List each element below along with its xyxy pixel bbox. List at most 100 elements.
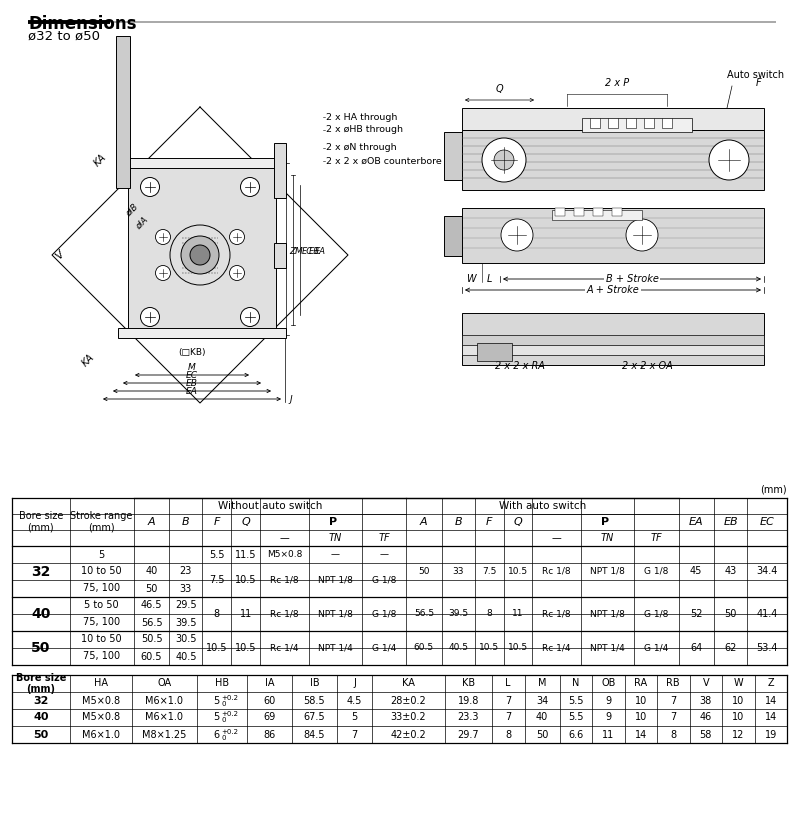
Text: 40: 40 (536, 713, 548, 723)
Text: Bore size
(mm): Bore size (mm) (15, 672, 66, 695)
Text: 60: 60 (264, 695, 276, 705)
Text: Auto switch: Auto switch (727, 70, 784, 80)
Text: KA: KA (80, 352, 96, 368)
Text: RB: RB (666, 678, 680, 689)
Text: 10: 10 (634, 695, 647, 705)
Text: 40.5: 40.5 (448, 644, 468, 653)
Text: 2 x P: 2 x P (605, 78, 629, 88)
Text: F: F (486, 517, 492, 527)
Text: NPT 1/8: NPT 1/8 (318, 576, 352, 584)
Text: 10.5: 10.5 (235, 643, 256, 653)
Text: Q: Q (495, 84, 503, 94)
Text: L: L (506, 678, 511, 689)
Text: 19: 19 (765, 729, 777, 739)
Text: 2 x øN through: 2 x øN through (326, 144, 396, 153)
Text: 6.6: 6.6 (568, 729, 583, 739)
Text: 14: 14 (765, 695, 777, 705)
Text: Dimensions: Dimensions (28, 15, 137, 33)
Text: 10: 10 (634, 713, 647, 723)
Text: B: B (455, 517, 462, 527)
Bar (444, 132, 462, 180)
Text: IB: IB (310, 678, 320, 689)
Text: —: — (552, 533, 562, 543)
Text: 50: 50 (536, 729, 548, 739)
Text: 19.8: 19.8 (458, 695, 479, 705)
Text: 41.4: 41.4 (757, 609, 777, 619)
Text: M8×1.25: M8×1.25 (142, 729, 187, 739)
Text: N: N (572, 678, 579, 689)
Text: 8: 8 (487, 610, 492, 619)
Text: Rc 1/8: Rc 1/8 (270, 610, 299, 619)
Text: 5.5: 5.5 (209, 549, 225, 559)
Circle shape (626, 219, 658, 251)
Text: 29.7: 29.7 (458, 729, 479, 739)
Bar (462, 130, 764, 190)
Text: TN: TN (601, 533, 614, 543)
Text: —: — (380, 550, 388, 559)
Bar (462, 108, 764, 130)
Text: G 1/4: G 1/4 (644, 644, 669, 653)
Text: G 1/8: G 1/8 (644, 610, 669, 619)
Text: 33: 33 (180, 583, 192, 593)
Text: EB: EB (309, 248, 320, 257)
Text: 8: 8 (214, 609, 220, 619)
Text: Q: Q (514, 517, 523, 527)
Text: J: J (353, 678, 356, 689)
Bar (462, 208, 764, 263)
Bar (274, 143, 286, 198)
Text: M: M (188, 363, 196, 372)
Text: 40.5: 40.5 (175, 652, 197, 662)
Bar (612, 208, 622, 216)
Text: 11: 11 (240, 609, 252, 619)
Text: 58.5: 58.5 (304, 695, 325, 705)
Bar (582, 118, 692, 132)
Text: 69: 69 (264, 713, 276, 723)
Text: 23: 23 (180, 567, 192, 577)
Bar (274, 243, 286, 268)
Bar (574, 208, 584, 216)
Bar (590, 118, 600, 128)
Text: Rc 1/4: Rc 1/4 (543, 644, 571, 653)
Text: 75, 100: 75, 100 (83, 652, 120, 662)
Text: V: V (54, 249, 66, 262)
Text: +0.2: +0.2 (221, 711, 238, 718)
Text: KB: KB (462, 678, 475, 689)
Text: Rc 1/8: Rc 1/8 (270, 576, 299, 584)
Bar (555, 208, 565, 216)
Text: 9: 9 (605, 713, 611, 723)
Text: 10.5: 10.5 (508, 567, 528, 576)
Text: 56.5: 56.5 (141, 617, 162, 628)
Text: 56.5: 56.5 (414, 610, 434, 619)
Text: 7.5: 7.5 (209, 575, 225, 585)
Text: 2 x 2 x OA: 2 x 2 x OA (622, 361, 673, 371)
Text: EB: EB (186, 379, 198, 388)
Bar (462, 335, 764, 345)
Text: With auto switch: With auto switch (499, 501, 586, 511)
Bar (462, 343, 764, 355)
Text: 7: 7 (352, 729, 358, 739)
Text: OA: OA (157, 678, 172, 689)
Text: 5: 5 (352, 713, 358, 723)
Text: 7: 7 (670, 713, 677, 723)
Text: TF: TF (378, 533, 390, 543)
Bar (444, 216, 462, 256)
Text: 29.5: 29.5 (175, 601, 197, 610)
Text: 7: 7 (505, 713, 511, 723)
Text: 5.5: 5.5 (568, 713, 583, 723)
Text: 7.5: 7.5 (482, 567, 496, 576)
Circle shape (141, 177, 160, 196)
Text: øIB: øIB (124, 202, 140, 218)
Text: Q: Q (241, 517, 250, 527)
Text: TF: TF (650, 533, 662, 543)
Text: EC: EC (302, 248, 313, 257)
Text: 10.5: 10.5 (235, 575, 256, 585)
Text: 86: 86 (264, 729, 276, 739)
Text: 5: 5 (98, 549, 105, 559)
Text: M5×0.8: M5×0.8 (81, 713, 120, 723)
Text: 50: 50 (145, 583, 157, 593)
Text: KA: KA (92, 152, 108, 168)
Text: M5×0.8: M5×0.8 (267, 550, 302, 559)
Text: 0: 0 (221, 734, 225, 741)
Text: 4.5: 4.5 (347, 695, 362, 705)
Text: 0: 0 (221, 718, 225, 724)
